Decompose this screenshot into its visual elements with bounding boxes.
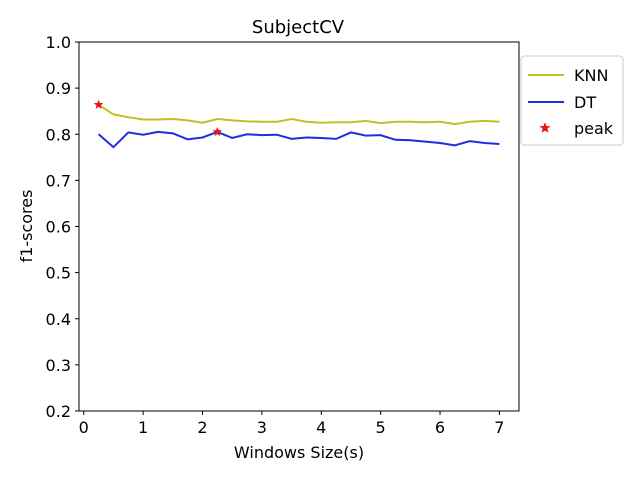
x-axis: 0 1 2 3 4 5 6 7 [79, 411, 504, 437]
y-tick-label: 0.2 [46, 402, 71, 421]
y-axis-label: f1-scores [17, 190, 36, 263]
x-tick-label: 4 [316, 418, 326, 437]
legend-peak-star [539, 122, 551, 133]
y-tick-label: 0.5 [46, 264, 71, 283]
y-tick-label: 0.7 [46, 171, 71, 190]
x-axis-label: Windows Size(s) [234, 443, 364, 462]
x-tick-label: 3 [257, 418, 267, 437]
legend-box [520, 55, 624, 146]
series-dt-line [97, 130, 500, 149]
legend-dt-label: DT [574, 93, 596, 112]
x-tick-label: 6 [435, 418, 445, 437]
chart-title: SubjectCV [252, 17, 345, 38]
y-tick-label: 0.9 [46, 79, 71, 98]
plot-area [93, 99, 500, 149]
legend: KNN DT peak [520, 55, 624, 146]
x-tick-label: 0 [79, 418, 89, 437]
y-tick-label: 1.0 [46, 33, 71, 52]
series-knn-line [98, 103, 500, 126]
y-tick-label: 0.8 [46, 125, 71, 144]
y-tick-label: 0.4 [46, 310, 71, 329]
x-tick-label: 7 [494, 418, 504, 437]
legend-knn-label: KNN [574, 66, 608, 85]
y-tick-label: 0.3 [46, 356, 71, 375]
y-tick-label: 0.6 [46, 218, 71, 237]
x-tick-label: 5 [376, 418, 386, 437]
peak-marker [212, 126, 223, 137]
y-axis: 0.2 0.3 0.4 0.5 0.6 0.7 0.8 0.9 1.0 [46, 33, 79, 421]
x-tick-label: 1 [138, 418, 148, 437]
x-tick-label: 2 [197, 418, 207, 437]
peak-marker [93, 99, 104, 109]
legend-peak-label: peak [574, 119, 614, 138]
